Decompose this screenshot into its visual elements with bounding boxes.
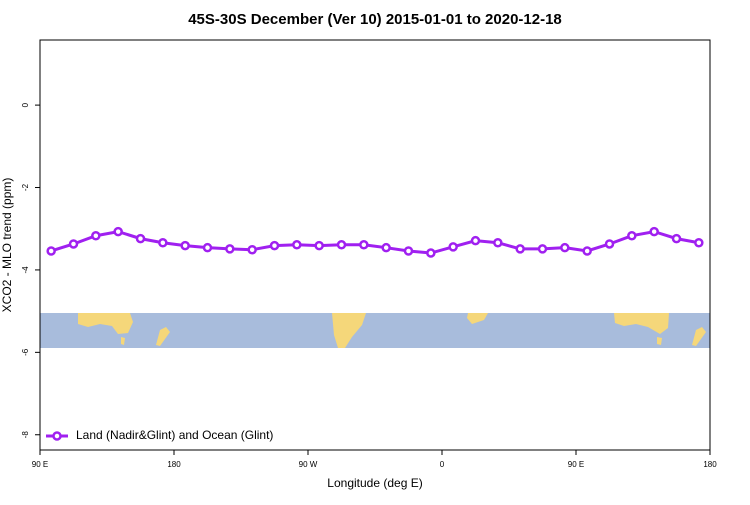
data-point	[91, 230, 101, 241]
data-point	[314, 240, 324, 251]
data-point	[180, 240, 190, 251]
data-point	[448, 242, 458, 252]
data-point	[604, 239, 615, 249]
data-point	[671, 233, 682, 244]
x-tick-label: 90 W	[299, 460, 318, 469]
plot-frame	[39, 39, 711, 451]
data-point	[627, 230, 637, 241]
x-tick-label: 180	[167, 460, 181, 469]
y-tick-label: -6	[21, 348, 30, 356]
data-point	[158, 237, 168, 248]
x-tick-label: 90 E	[32, 460, 48, 469]
data-point	[537, 244, 548, 254]
y-tick-label: -4	[21, 266, 30, 274]
legend-label: Land (Nadir&Glint) and Ocean (Glint)	[76, 428, 273, 442]
data-point	[381, 242, 391, 253]
data-point	[493, 237, 503, 248]
data-point	[135, 233, 146, 244]
data-point	[202, 242, 213, 253]
data-point	[649, 226, 659, 237]
data-point	[359, 240, 369, 250]
x-tick-label: 180	[703, 460, 717, 469]
x-tick-label: 0	[440, 460, 445, 469]
y-tick-label: -8	[21, 431, 30, 439]
map-strip	[40, 313, 710, 348]
data-point	[582, 246, 592, 256]
y-tick-label: 0	[21, 102, 30, 107]
data-point	[113, 226, 123, 237]
data-point	[403, 246, 414, 256]
legend-marker	[52, 431, 62, 441]
data-point	[515, 244, 525, 254]
data-point	[269, 240, 280, 251]
data-point	[292, 240, 302, 250]
data-point	[225, 244, 235, 254]
data-point	[560, 242, 570, 253]
data-point	[336, 240, 347, 250]
data-point	[46, 246, 56, 256]
data-point	[68, 239, 79, 249]
x-tick-label: 90 E	[568, 460, 584, 469]
y-tick-label: -2	[21, 183, 30, 191]
data-point	[247, 244, 257, 255]
x-axis-label: Longitude (deg E)	[327, 476, 422, 490]
data-point	[694, 237, 704, 248]
data-point	[426, 248, 436, 258]
data-point	[470, 235, 481, 246]
y-axis-label: XCO2 - MLO trend (ppm)	[0, 178, 14, 313]
chart-title: 45S-30S December (Ver 10) 2015-01-01 to …	[188, 11, 562, 28]
